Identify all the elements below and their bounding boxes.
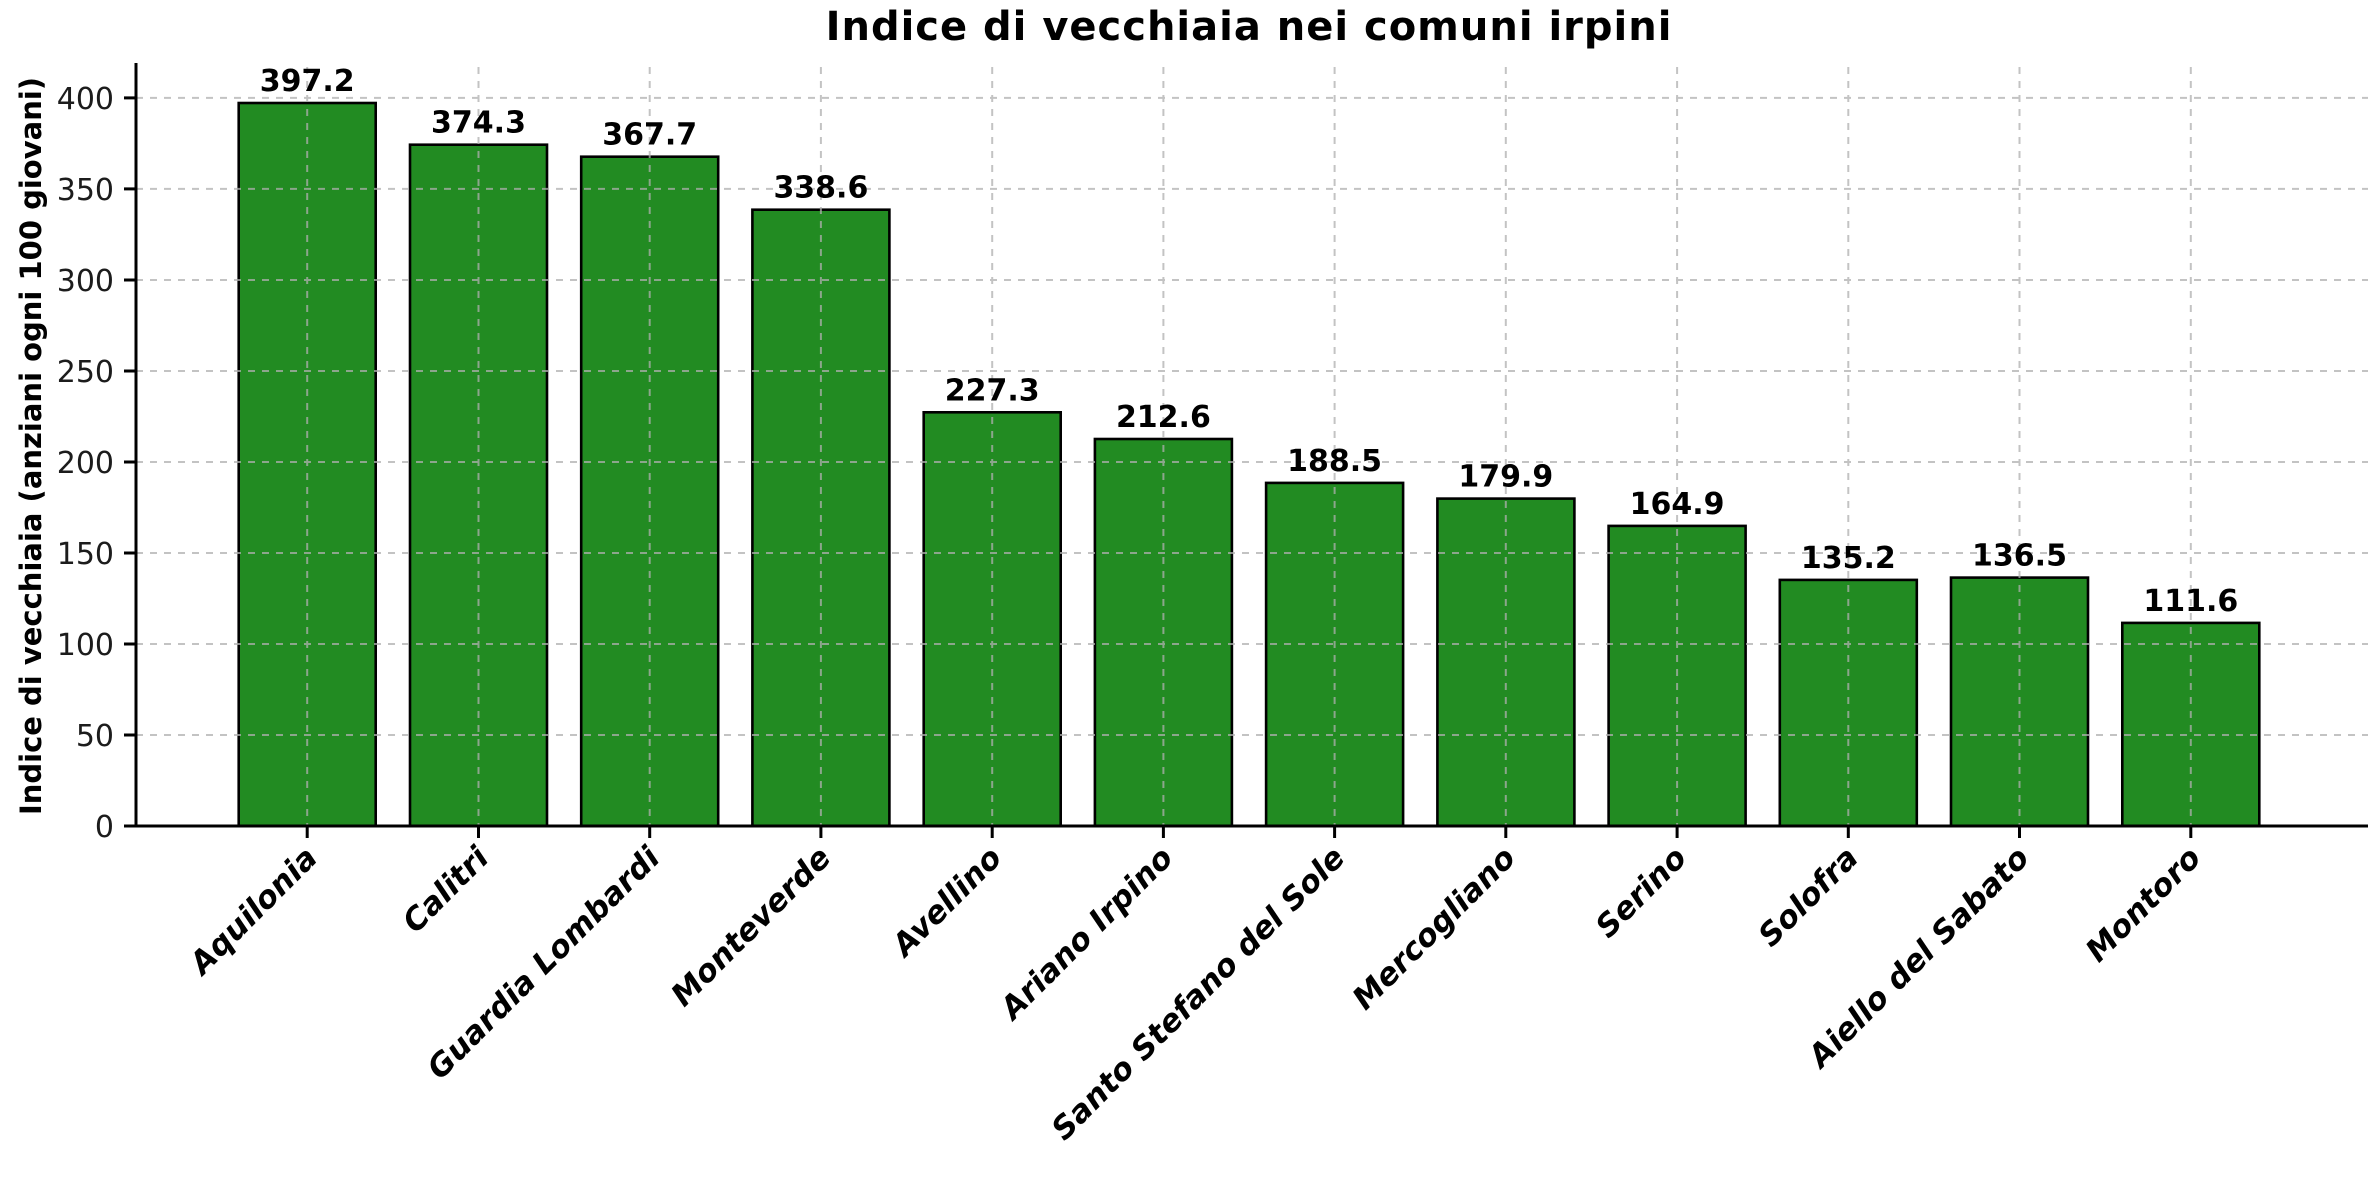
y-tick-label-100: 100 bbox=[57, 628, 114, 663]
bar-value-labels-group: 397.2 374.3 367.7 338.6 227.3 212.6 188.5 179.9… bbox=[260, 64, 2239, 619]
bar-value-label-6: 188.5 bbox=[1287, 444, 1382, 479]
bar-value-label-11: 111.6 bbox=[2143, 584, 2238, 619]
y-tick-label-200: 200 bbox=[57, 446, 114, 481]
bar-value-label-4: 227.3 bbox=[945, 373, 1040, 408]
bar-calitri bbox=[408, 143, 549, 828]
bar-value-label-0: 397.2 bbox=[260, 64, 355, 99]
y-tick-labels-group: 0 50 100 150 200 250 300 350 400 bbox=[57, 82, 114, 845]
gridlines-group bbox=[136, 67, 2368, 826]
bar-value-label-10: 136.5 bbox=[1972, 539, 2067, 574]
bar-value-label-9: 135.2 bbox=[1801, 541, 1896, 576]
bar-value-label-1: 374.3 bbox=[431, 106, 526, 141]
bar-value-label-3: 338.6 bbox=[773, 171, 868, 206]
y-tick-label-50: 50 bbox=[76, 719, 114, 754]
y-tick-label-150: 150 bbox=[57, 537, 114, 572]
bar-value-label-2: 367.7 bbox=[602, 118, 697, 153]
axes-group bbox=[124, 63, 2368, 838]
y-tick-label-400: 400 bbox=[57, 82, 114, 117]
chart-title: Indice di vecchiaia nei comuni irpini bbox=[825, 4, 1673, 50]
bar-value-label-7: 179.9 bbox=[1458, 460, 1553, 495]
bars-group bbox=[237, 101, 2261, 828]
y-tick-label-0: 0 bbox=[95, 810, 114, 845]
y-tick-label-300: 300 bbox=[57, 264, 114, 299]
bar-value-label-8: 164.9 bbox=[1630, 487, 1725, 522]
bar-value-label-5: 212.6 bbox=[1116, 400, 1211, 435]
y-tick-label-250: 250 bbox=[57, 355, 114, 390]
y-tick-label-350: 350 bbox=[57, 173, 114, 208]
